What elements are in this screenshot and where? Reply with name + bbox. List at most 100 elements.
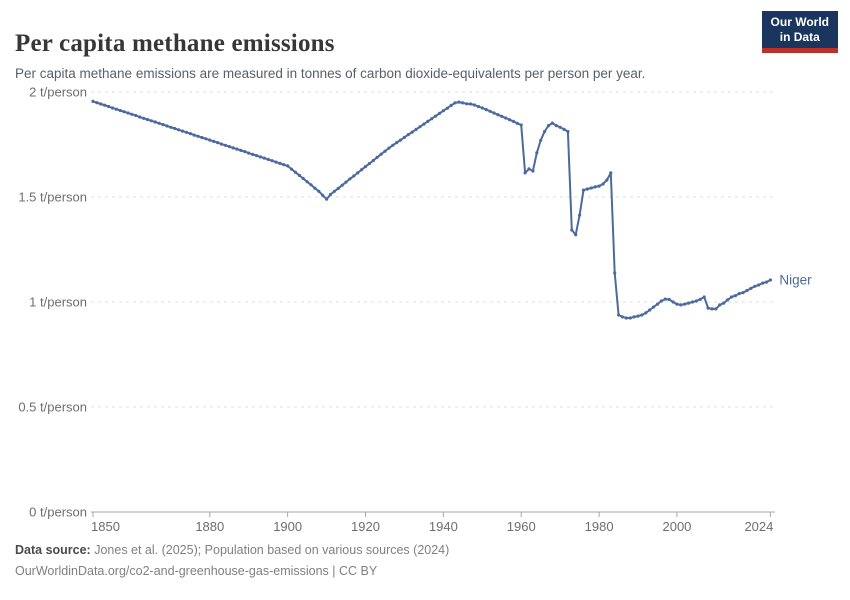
data-source-line: Data source: Jones et al. (2025); Popula… — [15, 540, 449, 561]
data-point — [535, 151, 539, 155]
data-point — [741, 291, 745, 295]
page-title: Per capita methane emissions — [15, 29, 335, 57]
data-point — [371, 158, 375, 163]
data-point — [683, 302, 687, 306]
data-point — [710, 307, 714, 311]
data-point — [118, 108, 122, 113]
y-axis-tick-label: 1 t/person — [29, 295, 87, 310]
data-point — [274, 160, 278, 164]
data-point — [597, 184, 601, 188]
data-point — [640, 313, 644, 317]
data-point — [632, 315, 636, 319]
data-point — [461, 101, 465, 105]
data-point — [644, 311, 648, 315]
data-point — [367, 162, 371, 166]
data-point — [169, 125, 173, 129]
data-point — [414, 127, 418, 131]
data-point — [508, 118, 512, 122]
data-point — [496, 113, 500, 117]
data-point — [313, 186, 317, 190]
data-point — [360, 168, 364, 172]
data-point — [578, 213, 582, 217]
x-axis-tick-label: 2000 — [662, 519, 691, 534]
data-point — [523, 171, 527, 175]
data-point — [550, 121, 555, 125]
y-axis-tick-label: 0 t/person — [29, 505, 87, 520]
x-axis-tick-label: 1900 — [273, 519, 302, 534]
data-point — [554, 124, 558, 128]
data-point — [426, 119, 430, 123]
data-point — [227, 145, 231, 149]
data-point — [340, 183, 344, 187]
data-point — [383, 149, 387, 153]
chart-subtitle: Per capita methane emissions are measure… — [15, 65, 646, 81]
data-point — [126, 111, 130, 115]
data-point — [706, 306, 710, 310]
data-point — [690, 300, 695, 304]
data-point — [200, 136, 204, 140]
data-point — [465, 102, 469, 106]
data-point — [165, 124, 169, 128]
data-point — [445, 106, 449, 110]
data-point — [476, 104, 480, 109]
data-point — [511, 119, 515, 123]
data-point — [317, 189, 321, 193]
data-point — [659, 299, 664, 303]
data-point — [258, 155, 262, 159]
series-end-label: Niger — [779, 272, 812, 287]
data-point — [321, 193, 325, 197]
data-point — [671, 300, 675, 304]
data-point — [437, 111, 442, 115]
data-point — [336, 186, 340, 190]
data-point — [254, 154, 259, 158]
data-point — [663, 297, 667, 301]
data-point — [718, 303, 722, 307]
data-point — [398, 138, 403, 142]
data-point — [589, 186, 593, 190]
data-point — [184, 130, 188, 134]
data-point — [733, 294, 737, 298]
data-point — [546, 124, 551, 128]
data-point — [387, 146, 391, 150]
data-point — [566, 129, 570, 134]
data-point — [247, 151, 251, 155]
data-point — [114, 107, 118, 111]
data-point — [153, 120, 157, 124]
data-point — [757, 283, 761, 287]
data-point — [363, 165, 368, 169]
data-point — [472, 103, 477, 107]
data-point — [130, 112, 134, 116]
data-point — [145, 117, 150, 122]
data-point — [418, 125, 422, 129]
data-point — [636, 314, 640, 318]
data-point — [620, 315, 625, 319]
data-point — [585, 187, 590, 191]
data-point — [628, 316, 632, 320]
data-point — [714, 307, 718, 311]
data-source-text: Jones et al. (2025); Population based on… — [90, 543, 450, 557]
data-point — [266, 157, 270, 161]
data-point — [196, 134, 200, 138]
data-point — [110, 106, 115, 110]
data-point — [138, 115, 142, 119]
data-point — [282, 163, 286, 167]
data-point — [601, 182, 605, 186]
data-point — [726, 298, 730, 302]
data-point — [379, 152, 383, 156]
data-point — [745, 288, 749, 293]
data-point — [410, 130, 414, 134]
data-point — [356, 171, 360, 175]
license-link[interactable]: OurWorldinData.org/co2-and-greenhouse-ga… — [15, 564, 378, 578]
license-line: OurWorldinData.org/co2-and-greenhouse-ga… — [15, 561, 449, 582]
x-axis-tick-label: 1920 — [351, 519, 380, 534]
data-point — [675, 302, 679, 306]
data-point — [208, 138, 212, 142]
data-point — [749, 286, 753, 290]
data-point — [519, 123, 523, 127]
data-point — [309, 183, 313, 187]
data-point — [702, 295, 706, 299]
y-axis-tick-label: 0.5 t/person — [18, 400, 87, 415]
chart-footer: Data source: Jones et al. (2025); Popula… — [15, 540, 449, 582]
data-point — [301, 176, 305, 181]
data-point — [457, 100, 461, 104]
